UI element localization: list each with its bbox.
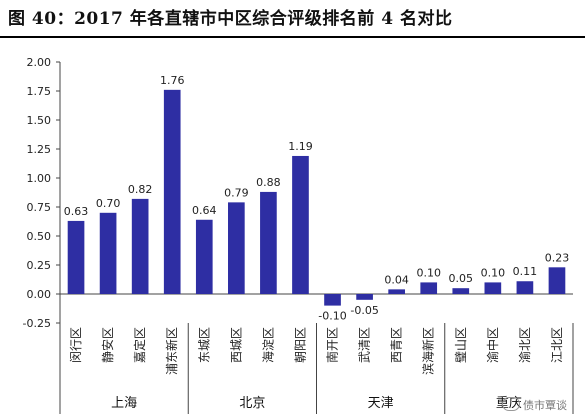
category-label: 渝中区 [485,327,500,363]
category-label: 武清区 [358,327,372,363]
y-tick-label: 1.75 [27,85,52,98]
y-tick-label: 0.75 [27,201,52,214]
data-label: -0.10 [318,310,346,323]
bar [516,281,534,294]
data-label: 0.11 [513,265,538,278]
group-label: 天津 [368,396,394,411]
data-label: 0.70 [96,197,121,210]
category-label: 渝北区 [517,327,532,363]
data-label: 1.19 [288,140,313,153]
bar [131,198,149,294]
watermark-text: 债市覃谈 [523,399,567,412]
watermark: 债市覃谈 [502,397,567,413]
y-tick-label: 0.00 [27,288,52,301]
title-rule [0,36,585,38]
data-label: 0.82 [128,183,153,196]
bar [163,89,181,294]
category-label: 嘉定区 [132,327,147,363]
data-label: 0.10 [481,266,506,279]
bar [195,219,213,294]
data-label: 0.63 [64,205,89,218]
group-label: 北京 [239,396,265,411]
bar [388,289,405,294]
data-label: 0.79 [224,186,249,199]
bar [356,294,373,300]
y-tick-label: 1.00 [27,172,52,185]
y-tick-label: -0.25 [23,317,51,330]
category-label: 西城区 [229,327,243,363]
data-label: 1.76 [160,74,185,87]
bar [484,282,502,294]
y-tick-label: 1.50 [27,114,52,127]
y-tick-label: 2.00 [27,56,52,69]
data-label: 0.23 [545,251,570,264]
category-label: 滨海新区 [421,327,436,375]
category-label: 闵行区 [68,327,83,363]
y-tick-label: 1.25 [27,143,52,156]
data-label: 0.64 [192,204,217,217]
category-label: 朝阳区 [293,327,307,363]
bar [452,288,470,294]
figure-title: 图 40：2017 年各直辖市中区综合评级排名前 4 名对比 [8,9,453,29]
category-label: 西青区 [390,327,404,363]
category-label: 江北区 [550,327,564,363]
category-label: 静安区 [100,327,115,363]
wechat-icon [502,397,520,411]
bar [260,191,277,294]
bar [420,282,438,294]
category-label: 南开区 [325,327,340,363]
group-label: 上海 [111,396,137,411]
bar [99,212,117,294]
bar [324,294,341,306]
y-tick-label: 0.50 [27,230,52,243]
category-label: 海淀区 [260,327,275,363]
bar [67,220,85,294]
y-tick-label: 0.25 [27,259,52,272]
category-label: 东城区 [197,327,211,363]
data-label: 0.88 [256,176,281,189]
category-label: 浦东新区 [164,327,179,375]
bar [228,202,245,294]
data-label: 0.05 [449,272,474,285]
bar [548,267,566,294]
data-label: 0.04 [384,273,409,286]
category-label: 璧山区 [453,327,468,363]
bar [292,155,309,294]
data-label: -0.05 [350,304,378,317]
data-label: 0.10 [416,266,441,279]
